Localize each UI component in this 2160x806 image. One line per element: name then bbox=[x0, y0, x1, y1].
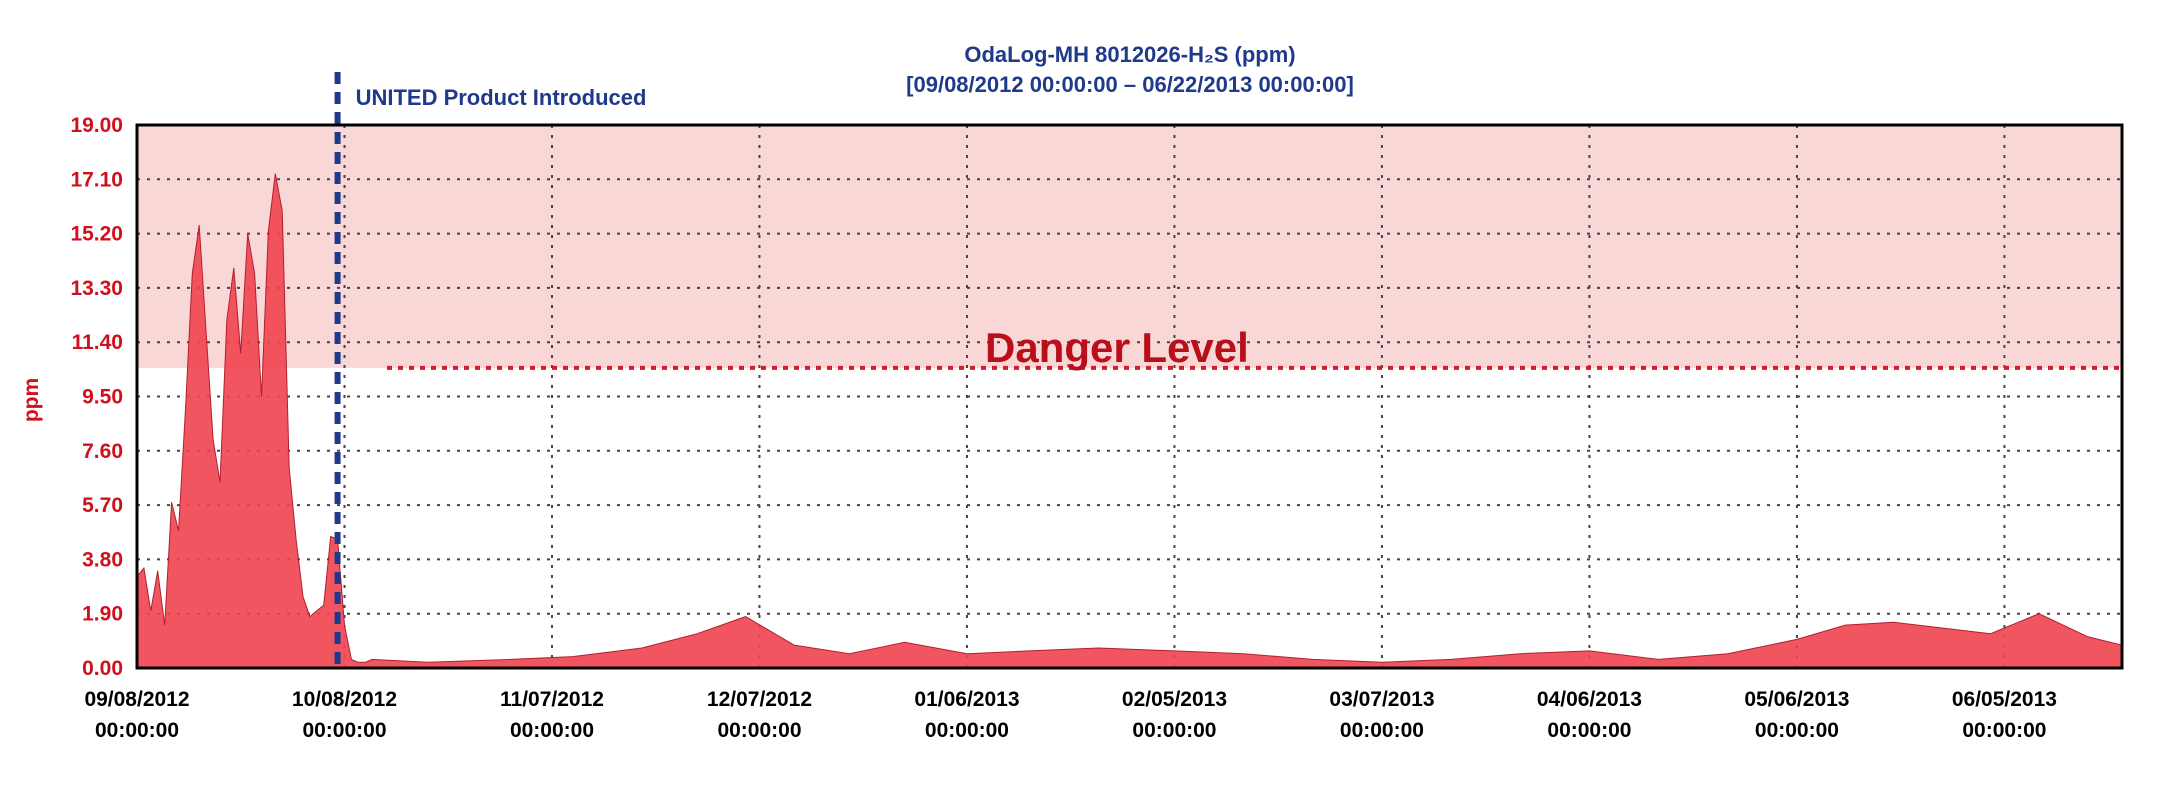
y-tick-label: 13.30 bbox=[70, 277, 123, 300]
x-axis-ticks: 09/08/2012 00:00:00 10/08/2012 00:00:00 11/0… bbox=[84, 688, 2057, 742]
y-axis-ticks: 0.00 1.90 3.80 5.70 7.60 9.50 11.40 13.30 15.20 1… bbox=[70, 114, 123, 680]
x-tick-date: 01/06/2013 bbox=[914, 688, 1019, 711]
x-tick-time: 00:00:00 bbox=[1755, 719, 1839, 742]
x-tick-date: 10/08/2012 bbox=[292, 688, 397, 711]
y-tick-label: 11.40 bbox=[72, 331, 123, 354]
x-tick-date: 09/08/2012 bbox=[84, 688, 189, 711]
x-tick-date: 12/07/2012 bbox=[707, 688, 812, 711]
y-tick-label: 9.50 bbox=[82, 386, 123, 409]
y-tick-label: 7.60 bbox=[82, 440, 123, 463]
x-tick-date: 04/06/2013 bbox=[1537, 688, 1642, 711]
x-tick-date: 11/07/2012 bbox=[500, 688, 604, 711]
x-tick-date: 05/06/2013 bbox=[1744, 688, 1849, 711]
x-tick-time: 00:00:00 bbox=[510, 719, 594, 742]
chart-subtitle: [09/08/2012 00:00:00 – 06/22/2013 00:00:… bbox=[906, 72, 1354, 97]
grid-lines bbox=[136, 125, 2122, 668]
y-tick-label: 5.70 bbox=[82, 494, 123, 517]
x-tick-date: 03/07/2013 bbox=[1329, 688, 1434, 711]
y-tick-label: 17.10 bbox=[70, 168, 123, 191]
event-marker-label: UNITED Product Introduced bbox=[356, 85, 647, 110]
y-axis-label: ppm bbox=[20, 378, 43, 422]
x-tick-time: 00:00:00 bbox=[95, 719, 179, 742]
y-tick-label: 15.20 bbox=[70, 223, 123, 246]
x-tick-time: 00:00:00 bbox=[1132, 719, 1216, 742]
x-tick-date: 02/05/2013 bbox=[1122, 688, 1227, 711]
x-tick-time: 00:00:00 bbox=[302, 719, 386, 742]
y-tick-label: 3.80 bbox=[82, 548, 123, 571]
y-tick-label: 19.00 bbox=[70, 114, 123, 137]
x-tick-time: 00:00:00 bbox=[1547, 719, 1631, 742]
danger-level-label: Danger Level bbox=[985, 324, 1249, 371]
x-tick-time: 00:00:00 bbox=[1962, 719, 2046, 742]
x-tick-date: 06/05/2013 bbox=[1952, 688, 2057, 711]
x-tick-time: 00:00:00 bbox=[1340, 719, 1424, 742]
x-tick-time: 00:00:00 bbox=[717, 719, 801, 742]
y-tick-label: 0.00 bbox=[82, 657, 123, 680]
danger-zone-band bbox=[137, 125, 2122, 368]
chart-title: OdaLog-MH 8012026-H₂S (ppm) bbox=[964, 42, 1295, 67]
plot-frame bbox=[135, 123, 2124, 670]
y-tick-label: 1.90 bbox=[82, 603, 123, 626]
x-tick-time: 00:00:00 bbox=[925, 719, 1009, 742]
